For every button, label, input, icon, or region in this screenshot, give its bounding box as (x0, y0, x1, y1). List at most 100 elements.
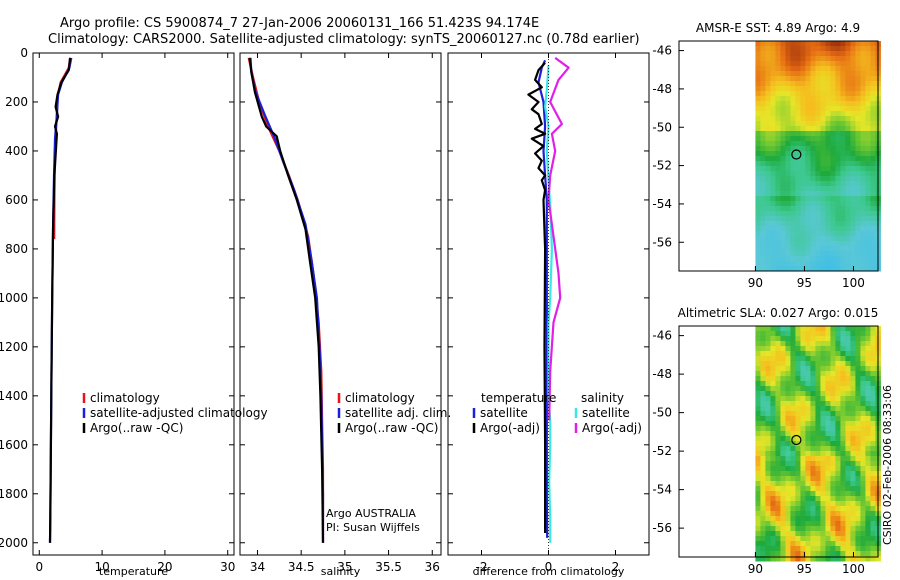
map-cell (845, 486, 851, 492)
map-cell (760, 41, 766, 47)
map-cell (870, 521, 876, 527)
map-cell (850, 451, 856, 457)
map-cell (865, 211, 871, 217)
map-cell (780, 396, 786, 402)
map-cell (785, 526, 791, 532)
map-cell (865, 131, 871, 137)
map-cell (815, 161, 821, 167)
map-cell (775, 96, 781, 102)
map-cell (860, 551, 866, 557)
map-cell (765, 411, 771, 417)
map-cell (860, 366, 866, 372)
map-cell (760, 221, 766, 227)
map-cell (775, 496, 781, 502)
depth-tick-label: 200 (5, 95, 28, 109)
map-cell (785, 256, 791, 262)
map-cell (755, 491, 761, 497)
map-cell (830, 386, 836, 392)
map-cell (815, 451, 821, 457)
map-cell (835, 121, 841, 127)
map-cell (775, 466, 781, 472)
map-cell (870, 421, 876, 427)
map-cell (810, 341, 816, 347)
map-cell (755, 386, 761, 392)
map-cell (825, 266, 831, 272)
map-cell (830, 416, 836, 422)
map-cell (765, 236, 771, 242)
map-cell (870, 51, 876, 57)
map-cell (810, 146, 816, 152)
map-cell (860, 536, 866, 542)
map-cell (855, 331, 861, 337)
map-cell (865, 491, 871, 497)
map-cell (820, 366, 826, 372)
map-cell (845, 266, 851, 272)
map-cell (850, 456, 856, 462)
map-cell (760, 436, 766, 442)
map-cell (770, 536, 776, 542)
map-cell (765, 241, 771, 247)
map-cell (780, 131, 786, 137)
map-cell (760, 256, 766, 262)
map-cell (850, 361, 856, 367)
map-cell (865, 381, 871, 387)
sla_map-ytick-label: -52 (652, 444, 672, 458)
map-cell (815, 356, 821, 362)
map-cell (835, 236, 841, 242)
map-cell (760, 236, 766, 242)
map-cell (815, 521, 821, 527)
map-cell (800, 421, 806, 427)
map-cell (800, 116, 806, 122)
map-cell (795, 86, 801, 92)
map-cell (755, 171, 761, 177)
map-cell (855, 551, 861, 557)
map-cell (870, 251, 876, 257)
map-cell (840, 421, 846, 427)
map-cell (860, 136, 866, 142)
map-cell (770, 231, 776, 237)
map-cell (785, 181, 791, 187)
map-cell (800, 371, 806, 377)
map-cell (855, 386, 861, 392)
map-cell (780, 161, 786, 167)
map-cell (865, 216, 871, 222)
map-cell (810, 231, 816, 237)
map-cell (810, 391, 816, 397)
map-cell (770, 511, 776, 517)
map-cell (800, 71, 806, 77)
map-cell (790, 236, 796, 242)
map-cell (800, 376, 806, 382)
map-cell (760, 176, 766, 182)
map-cell (840, 351, 846, 357)
map-cell (870, 411, 876, 417)
map-cell (795, 51, 801, 57)
map-cell (765, 466, 771, 472)
map-cell (805, 201, 811, 207)
map-cell (855, 206, 861, 212)
map-cell (840, 266, 846, 272)
map-cell (825, 326, 831, 332)
map-cell (865, 151, 871, 157)
map-cell (860, 56, 866, 62)
map-cell (805, 211, 811, 217)
map-cell (775, 196, 781, 202)
map-cell (780, 416, 786, 422)
map-cell (810, 246, 816, 252)
map-cell (815, 126, 821, 132)
map-cell (860, 166, 866, 172)
map-cell (760, 156, 766, 162)
map-cell (825, 186, 831, 192)
map-cell (830, 421, 836, 427)
map-cell (850, 121, 856, 127)
map-cell (865, 366, 871, 372)
map-cell (780, 386, 786, 392)
salinity-annotation-0: Argo AUSTRALIA (326, 507, 416, 520)
map-cell (790, 156, 796, 162)
map-cell (770, 111, 776, 117)
map-cell (755, 136, 761, 142)
map-cell (870, 66, 876, 72)
map-cell (775, 81, 781, 87)
map-cell (775, 236, 781, 242)
map-cell (825, 481, 831, 487)
